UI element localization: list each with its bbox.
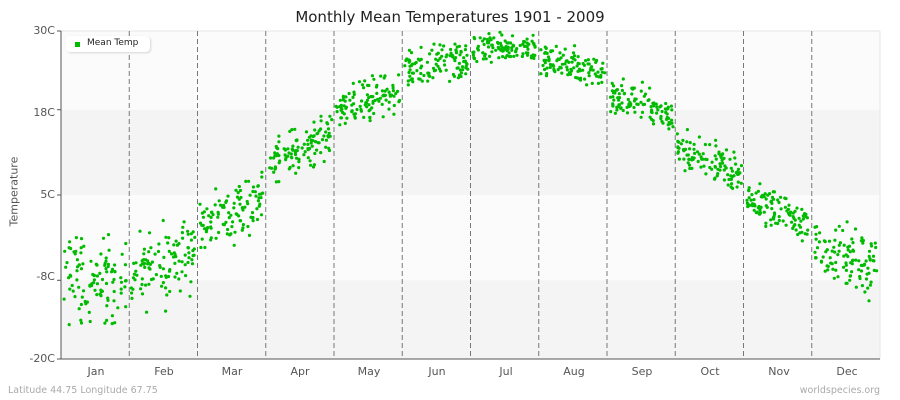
x-tick-jun: Jun (428, 365, 446, 378)
y-tick-5: 5C (40, 188, 55, 201)
x-tick-apr: Apr (290, 365, 310, 378)
location-caption: Latitude 44.75 Longitude 67.75 (8, 385, 158, 396)
chart-title: Monthly Mean Temperatures 1901 - 2009 (295, 8, 605, 26)
x-tick-jul: Jul (499, 365, 513, 378)
x-tick-may: May (357, 365, 381, 378)
x-tick-jan: Jan (87, 365, 105, 378)
x-tick-sep: Sep (631, 365, 653, 378)
y-tick-18: 18C (33, 106, 55, 119)
source-caption: worldspecies.org (799, 385, 880, 396)
x-tick-feb: Feb (154, 365, 174, 378)
x-tick-mar: Mar (221, 365, 243, 378)
y-tick-minus20: -20C (29, 352, 55, 365)
y-tick-minus8: -8C (36, 270, 55, 283)
legend-swatch-icon (75, 42, 80, 47)
x-tick-oct: Oct (700, 365, 720, 378)
legend-label: Mean Temp (87, 38, 139, 48)
x-tick-nov: Nov (768, 365, 790, 378)
y-tick-30: 30C (33, 24, 55, 37)
x-tick-aug: Aug (563, 365, 585, 378)
legend: Mean Temp (66, 36, 150, 52)
x-tick-dec: Dec (836, 365, 858, 378)
